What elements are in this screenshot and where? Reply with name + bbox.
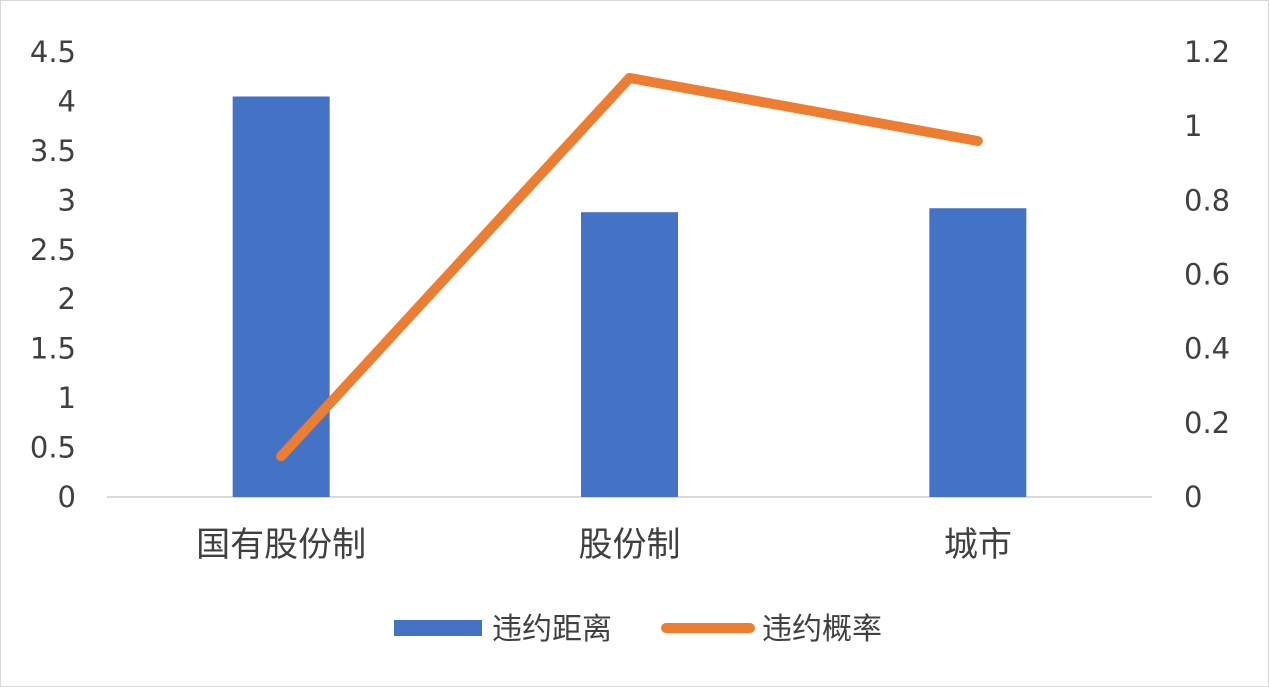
bar-series: [232, 96, 1027, 497]
right-tick-label: 0.4: [1184, 332, 1230, 366]
left-tick-label: 1.5: [30, 332, 76, 366]
x-tick-label: 国有股份制: [196, 525, 366, 565]
left-tick-label: 3.5: [30, 134, 76, 168]
series-line: [276, 72, 983, 462]
bar: [232, 96, 330, 497]
right-tick-label: 0.8: [1184, 183, 1230, 217]
legend-swatch-bar: [394, 620, 482, 636]
legend-label: 违约概率: [762, 612, 882, 647]
x-axis-labels: 国有股份制 股份制 城市: [196, 525, 1012, 565]
line-series: [276, 72, 983, 462]
left-tick-label: 2: [58, 282, 76, 316]
right-tick-label: 0.2: [1184, 406, 1230, 440]
legend-label: 违约距离: [492, 612, 612, 647]
left-tick-label: 4: [58, 84, 76, 118]
legend: 违约距离 违约概率: [394, 612, 882, 647]
left-tick-label: 4.5: [30, 35, 76, 69]
x-tick-label: 股份制: [579, 525, 681, 565]
left-axis-ticks: 0 0.5 1 1.5 2 2.5 3 3.5 4 4.5: [30, 35, 76, 514]
left-tick-label: 2.5: [30, 233, 76, 267]
right-tick-label: 1: [1184, 109, 1202, 143]
left-tick-label: 3: [58, 183, 76, 217]
left-tick-label: 1: [58, 381, 76, 415]
right-axis-ticks: 0 0.2 0.4 0.6 0.8 1 1.2: [1184, 35, 1230, 514]
right-tick-label: 0.6: [1184, 258, 1230, 292]
left-tick-label: 0: [58, 480, 76, 514]
right-tick-label: 0: [1184, 480, 1202, 514]
right-tick-label: 1.2: [1184, 35, 1230, 69]
bar: [929, 208, 1027, 497]
left-tick-label: 0.5: [30, 431, 76, 465]
bar: [581, 212, 678, 497]
x-tick-label: 城市: [944, 525, 1012, 565]
